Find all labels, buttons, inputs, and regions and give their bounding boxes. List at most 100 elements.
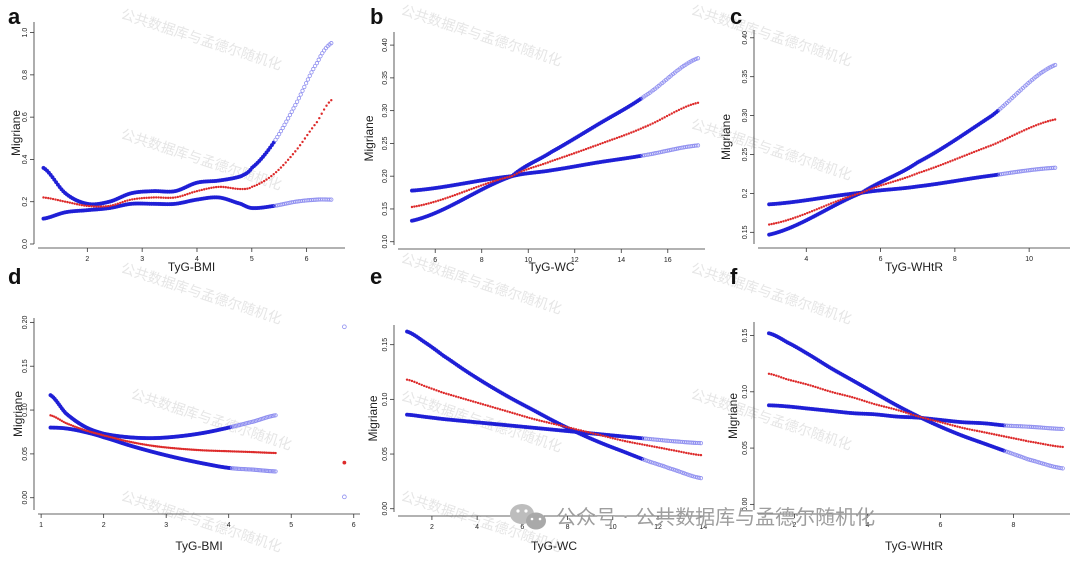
estimate-point <box>143 443 146 446</box>
estimate-point <box>936 420 940 423</box>
ci-point <box>296 96 302 101</box>
estimate-point <box>815 208 819 211</box>
series-lower-band <box>767 165 1058 207</box>
estimate-point <box>427 202 430 205</box>
estimate-point <box>284 161 287 164</box>
estimate-point <box>799 381 802 385</box>
estimate-point <box>263 451 266 454</box>
ci-point <box>1036 460 1041 465</box>
estimate-point <box>534 165 538 168</box>
estimate-point <box>515 172 519 175</box>
y-tick-label: 0.2 <box>22 197 29 207</box>
estimate-point <box>552 422 556 426</box>
estimate-point <box>667 448 671 451</box>
estimate-point <box>1049 119 1052 122</box>
ci-point <box>253 467 258 472</box>
estimate-point <box>513 412 517 415</box>
estimate-point <box>1018 131 1021 134</box>
ci-point <box>287 112 293 118</box>
y-tick-label: 0.10 <box>382 235 389 249</box>
ci-point <box>273 413 278 418</box>
estimate-point <box>270 451 274 455</box>
estimate-point <box>948 423 952 426</box>
ci-point <box>243 467 249 472</box>
estimate-point <box>779 220 783 224</box>
estimate-point <box>775 374 778 377</box>
estimate-point <box>272 451 275 455</box>
estimate-point <box>532 165 535 169</box>
estimate-point <box>430 387 433 390</box>
y-tick-label: 0.10 <box>382 392 389 406</box>
estimate-point <box>99 433 103 436</box>
estimate-point <box>150 196 153 199</box>
ci-point <box>671 467 676 472</box>
estimate-point <box>918 171 921 174</box>
estimate-point <box>440 390 443 394</box>
estimate-point <box>562 425 565 428</box>
estimate-point <box>565 154 569 158</box>
estimate-point <box>990 432 993 436</box>
estimate-point <box>594 144 597 147</box>
estimate-point <box>481 403 485 406</box>
y-tick-label: 0.20 <box>382 169 389 183</box>
estimate-point <box>634 129 638 132</box>
estimate-point <box>618 438 622 442</box>
estimate-point <box>176 195 179 199</box>
estimate-point <box>779 376 783 379</box>
estimate-point <box>960 155 964 158</box>
estimate-point <box>560 156 564 159</box>
estimate-point <box>880 404 883 408</box>
estimate-point <box>1051 444 1055 447</box>
estimate-point <box>420 203 423 207</box>
estimate-point <box>180 447 184 451</box>
estimate-point <box>1042 121 1045 124</box>
estimate-point <box>682 451 686 454</box>
estimate-point <box>992 433 996 436</box>
estimate-point <box>183 193 187 197</box>
estimate-point <box>310 127 314 130</box>
estimate-point <box>506 176 509 179</box>
outlier-point <box>342 460 347 465</box>
estimate-point <box>265 178 268 181</box>
estimate-point <box>885 405 888 409</box>
ci-point <box>234 466 239 471</box>
ci-point <box>1045 463 1051 468</box>
estimate-point <box>896 179 900 182</box>
estimate-point <box>689 103 693 107</box>
estimate-point <box>623 439 627 443</box>
estimate-point <box>86 429 90 433</box>
ci-point <box>1031 458 1036 463</box>
estimate-point <box>804 382 807 386</box>
ci-point <box>249 467 254 472</box>
ci-point <box>1018 454 1023 459</box>
chart-panel-b: b 6 8 10 12 14 16 0.10 0.15 0.20 0.25 0.30 0.35 0.40 T… <box>362 4 705 274</box>
estimate-point <box>1012 437 1015 440</box>
estimate-point <box>508 410 512 414</box>
estimate-point <box>479 184 483 187</box>
series-estimate-band <box>49 414 277 455</box>
estimate-point <box>474 401 477 404</box>
estimate-point <box>425 385 428 388</box>
estimate-point <box>889 181 892 184</box>
estimate-point <box>1049 444 1052 447</box>
estimate-point <box>1002 435 1006 438</box>
estimate-point <box>1003 138 1007 141</box>
estimate-point <box>927 168 931 171</box>
estimate-point <box>956 425 959 428</box>
ci-point <box>277 132 282 137</box>
ci-point <box>1053 165 1058 170</box>
estimate-point <box>274 170 278 174</box>
estimate-point <box>60 419 63 423</box>
estimate-point <box>609 436 612 439</box>
estimate-point <box>1030 126 1033 129</box>
estimate-point <box>156 445 159 448</box>
y-tick-label: 0.15 <box>22 359 29 373</box>
estimate-point <box>447 393 450 396</box>
estimate-point <box>988 432 991 435</box>
estimate-point <box>90 205 93 208</box>
estimate-point <box>330 99 333 102</box>
estimate-point <box>1019 438 1023 442</box>
estimate-point <box>941 162 945 166</box>
estimate-point <box>206 449 210 452</box>
estimate-point <box>145 196 148 200</box>
